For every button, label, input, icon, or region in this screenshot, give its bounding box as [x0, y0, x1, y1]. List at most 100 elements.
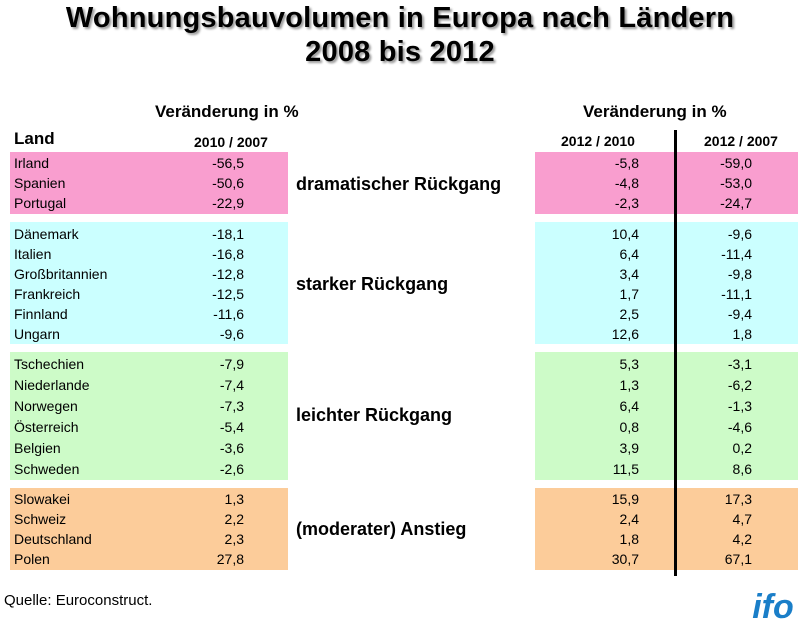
table-row: -53,0	[677, 173, 798, 193]
group-strong-right1: 10,4 6,4 3,4 1,7 2,5 12,6	[535, 222, 675, 344]
value-2010-2007: -16,8	[212, 246, 244, 262]
value-2012-2010: 11,5	[612, 461, 639, 477]
table-row: 12,6	[535, 324, 675, 344]
value-2012-2007: -24,7	[720, 195, 752, 211]
value-2010-2007: -7,4	[219, 377, 244, 393]
table-row: Spanien -50,6	[10, 173, 288, 193]
value-2012-2010: 30,7	[611, 551, 639, 567]
table-row: Slowakei 1,3	[10, 489, 288, 509]
group-strong-left: Dänemark -18,1 Italien -16,8 Großbritannie…	[10, 222, 288, 344]
value-2010-2007: 2,3	[224, 531, 244, 547]
ifo-logo: ifo	[752, 588, 794, 624]
table-row: 11,5	[535, 459, 675, 479]
table-row: 4,2	[677, 529, 798, 549]
value-2012-2010: 6,4	[619, 246, 639, 262]
value-2012-2010: 3,4	[619, 266, 639, 282]
table-row: -9,4	[677, 304, 798, 324]
group-slight-left: Tschechien -7,9 Niederlande -7,4 Norwegen -…	[10, 352, 288, 480]
table-row: Belgien -3,6	[10, 438, 288, 458]
table-row: Irland -56,5	[10, 153, 288, 173]
country-name: Belgien	[14, 440, 61, 456]
country-name: Großbritannien	[14, 266, 108, 282]
table-row: -9,6	[677, 224, 798, 244]
table-row: 2,4	[535, 509, 675, 529]
table-row: Tschechien -7,9	[10, 354, 288, 374]
value-2012-2010: 10,4	[611, 226, 639, 242]
page-subtitle: 2008 bis 2012	[305, 36, 495, 68]
value-2010-2007: -3,6	[219, 440, 244, 456]
value-2010-2007: -18,1	[212, 226, 244, 242]
table-row: 3,9	[535, 438, 675, 458]
value-2012-2007: -11,4	[721, 246, 752, 262]
value-2010-2007: 27,8	[216, 551, 244, 567]
value-2010-2007: -50,6	[212, 175, 244, 191]
group-label-dramatic: dramatischer Rückgang	[296, 174, 502, 194]
value-2010-2007: 2,2	[224, 511, 244, 527]
value-2012-2007: -4,6	[727, 419, 752, 435]
value-2012-2010: 1,8	[619, 531, 639, 547]
value-2012-2007: 4,2	[732, 531, 752, 547]
table-row: -59,0	[677, 153, 798, 173]
source-note: Quelle: Euroconstruct.	[4, 592, 153, 609]
table-row: Deutschland 2,3	[10, 529, 288, 549]
table-row: -11,4	[677, 244, 798, 264]
group-label-rise: (moderater) Anstieg	[296, 519, 467, 539]
value-2012-2010: 12,6	[611, 326, 639, 342]
table-row: -3,1	[677, 354, 798, 374]
value-2012-2007: -9,8	[727, 266, 752, 282]
table-row: 6,4	[535, 396, 675, 416]
table-row: 30,7	[535, 549, 675, 569]
table-row: 17,3	[677, 489, 798, 509]
table-row: 15,9	[535, 489, 675, 509]
country-name: Polen	[14, 551, 50, 567]
value-2012-2007: -3,1	[727, 356, 752, 372]
value-2012-2010: -5,8	[614, 155, 639, 171]
country-name: Finnland	[14, 306, 68, 322]
right-change-header: Veränderung in %	[583, 102, 727, 121]
value-2012-2010: 15,9	[611, 491, 639, 507]
country-name: Dänemark	[14, 226, 79, 242]
group-dramatic-right1: -5,8 -4,8 -2,3	[535, 152, 675, 214]
table-row: 1,8	[677, 324, 798, 344]
right-period1-header: 2012 / 2010	[561, 133, 635, 149]
country-name: Schweden	[14, 461, 80, 477]
country-name: Spanien	[14, 175, 66, 191]
table-row: Schweiz 2,2	[10, 509, 288, 529]
table-row: -4,6	[677, 417, 798, 437]
country-name: Frankreich	[14, 286, 81, 302]
value-2012-2007: -6,2	[727, 377, 752, 393]
value-2012-2010: 3,9	[619, 440, 639, 456]
value-2012-2007: -59,0	[720, 155, 752, 171]
table-row: Portugal -22,9	[10, 193, 288, 213]
value-2012-2007: -11,1	[721, 286, 752, 302]
table-row: 0,8	[535, 417, 675, 437]
table-row: 67,1	[677, 549, 798, 569]
value-2012-2007: -9,6	[727, 226, 752, 242]
country-name: Ungarn	[14, 326, 60, 342]
country-name: Norwegen	[14, 398, 78, 414]
table-row: 3,4	[535, 264, 675, 284]
table-row: -5,8	[535, 153, 675, 173]
group-slight-right1: 5,3 1,3 6,4 0,8 3,9 11,5	[535, 352, 675, 480]
value-2012-2010: -4,8	[614, 175, 639, 191]
left-change-header: Veränderung in %	[155, 102, 299, 121]
table-row: -11,1	[677, 284, 798, 304]
value-2012-2007: 67,1	[724, 551, 752, 567]
value-2010-2007: -7,9	[219, 356, 244, 372]
value-2012-2007: 8,6	[732, 461, 752, 477]
table-row: Polen 27,8	[10, 549, 288, 569]
value-2012-2007: 17,3	[724, 491, 752, 507]
table-row: Ungarn -9,6	[10, 324, 288, 344]
group-dramatic-right2: -59,0 -53,0 -24,7	[677, 152, 798, 214]
value-2012-2010: 0,8	[619, 419, 639, 435]
country-name: Deutschland	[14, 531, 92, 547]
left-period-header: 2010 / 2007	[194, 134, 268, 150]
table-row: -9,8	[677, 264, 798, 284]
country-name: Portugal	[14, 195, 67, 211]
table-row: Italien -16,8	[10, 244, 288, 264]
table-row: -4,8	[535, 173, 675, 193]
group-dramatic-left: Irland -56,5 Spanien -50,6 Portugal -22,9	[10, 152, 288, 214]
value-2012-2007: -1,3	[727, 398, 752, 414]
value-2010-2007: 1,3	[224, 491, 244, 507]
table-row: 4,7	[677, 509, 798, 529]
